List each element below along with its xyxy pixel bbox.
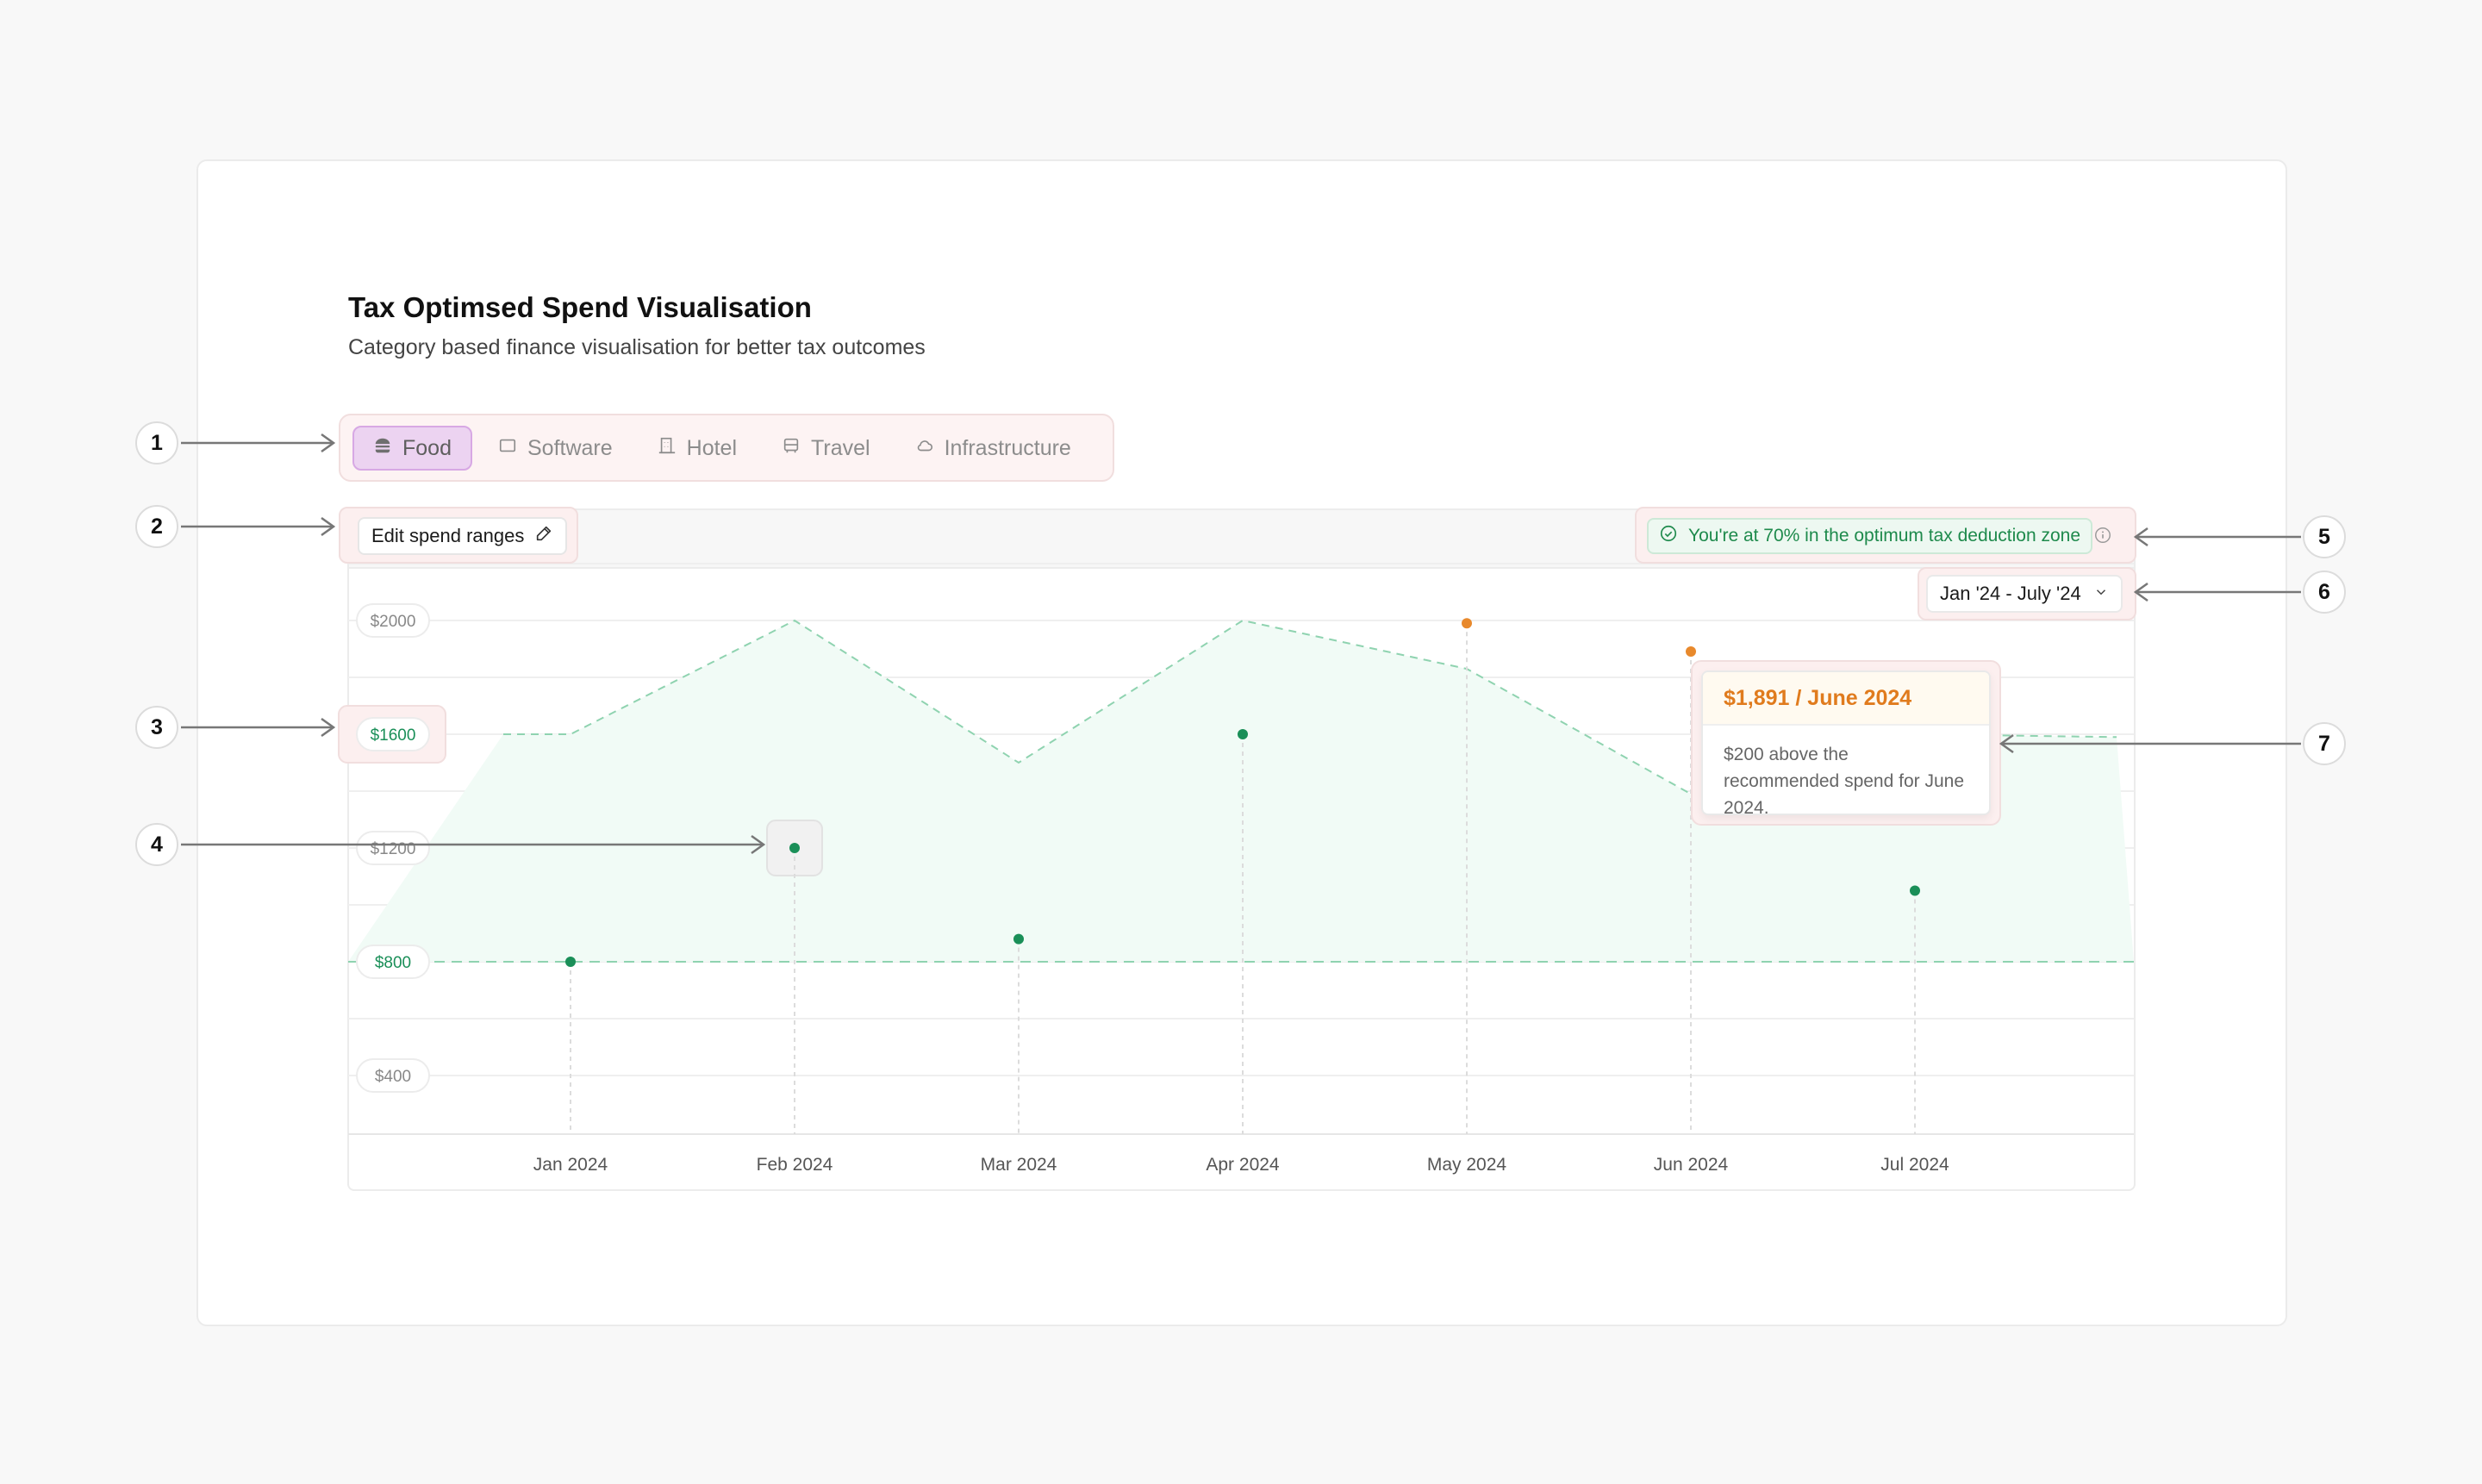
category-tabs-highlight: Food Software Hotel Travel Infrastructur…: [339, 414, 1114, 482]
y-tick-pill: [356, 831, 430, 865]
x-tick-label: Jun 2024: [1654, 1155, 1729, 1175]
tax-zone-status: You're at 70% in the optimum tax deducti…: [1647, 518, 2093, 554]
y-tick-pill: [356, 717, 430, 751]
date-range-select[interactable]: Jan '24 - July '24: [1926, 575, 2123, 613]
data-point: [1462, 618, 1472, 629]
info-icon[interactable]: [2093, 526, 2112, 545]
tax-zone-highlight: You're at 70% in the optimum tax deducti…: [1635, 507, 2136, 564]
callout-1: 1: [135, 421, 178, 465]
tooltip-highlight: $1,891 / June 2024 $200 above the recomm…: [1691, 660, 2001, 826]
callout-arrow-head: [321, 433, 336, 453]
tab-infrastructure[interactable]: Infrastructure: [896, 426, 1090, 471]
callout-arrow-head: [321, 516, 336, 537]
edit-ranges-highlight: Edit spend ranges: [339, 507, 578, 564]
callout-arrow-head: [751, 834, 766, 855]
callout-4: 4: [135, 823, 178, 866]
tab-software[interactable]: Software: [479, 426, 632, 471]
page-title: Tax Optimsed Spend Visualisation: [348, 291, 812, 323]
date-range-label: Jan '24 - July '24: [1940, 583, 2081, 604]
edit-spend-ranges-label: Edit spend ranges: [371, 525, 525, 546]
building-icon: [658, 436, 677, 461]
x-tick-label: Jul 2024: [1880, 1155, 1949, 1175]
tab-hotel[interactable]: Hotel: [639, 426, 756, 471]
check-circle-icon: [1659, 524, 1678, 548]
y-tick-label: $1600: [371, 726, 416, 745]
tab-hotel-label: Hotel: [686, 435, 738, 460]
data-point: [1013, 933, 1024, 945]
callout-arrow-head: [2133, 582, 2148, 602]
page-subtitle: Category based finance visualisation for…: [348, 335, 926, 359]
tab-infrastructure-label: Infrastructure: [944, 435, 1071, 460]
data-point: [789, 843, 800, 853]
chevron-down-icon: [2093, 583, 2109, 605]
callout-5: 5: [2303, 515, 2346, 558]
y-tick-pill: [356, 945, 430, 979]
tax-zone-text: You're at 70% in the optimum tax deducti…: [1688, 526, 2081, 546]
window-icon: [498, 436, 517, 461]
edit-spend-ranges-button[interactable]: Edit spend ranges: [358, 517, 568, 555]
tooltip-title: $1,891 / June 2024: [1703, 672, 1989, 726]
x-tick-label: Apr 2024: [1206, 1155, 1280, 1175]
tab-software-label: Software: [527, 435, 613, 460]
callout-6: 6: [2303, 571, 2346, 614]
data-point: [1910, 885, 1920, 896]
burger-icon: [373, 436, 392, 461]
callout-7: 7: [2303, 722, 2346, 765]
data-point: [1238, 729, 1248, 739]
tab-travel-label: Travel: [811, 435, 870, 460]
spend-tooltip: $1,891 / June 2024 $200 above the recomm…: [1701, 670, 1991, 815]
callout-3: 3: [135, 706, 178, 749]
x-tick-label: May 2024: [1427, 1155, 1507, 1175]
y-tick-pill: [356, 603, 430, 638]
data-point: [1686, 645, 1696, 657]
y-tick-label: $400: [375, 1068, 411, 1086]
x-tick-label: Jan 2024: [533, 1155, 608, 1175]
cloud-icon: [915, 436, 934, 461]
y-tick-label: $2000: [371, 613, 416, 631]
tooltip-body: $200 above the recommended spend for Jun…: [1724, 745, 1964, 815]
y-tick-pill: [356, 1058, 430, 1093]
tab-travel[interactable]: Travel: [763, 426, 889, 471]
pencil-icon: [534, 524, 553, 548]
category-tabs: Food Software Hotel Travel Infrastructur…: [352, 426, 1090, 471]
tab-food-label: Food: [402, 435, 452, 460]
callout-arrow-head: [2133, 527, 2148, 547]
x-tick-label: Mar 2024: [981, 1155, 1057, 1175]
date-range-highlight: Jan '24 - July '24: [1918, 567, 2136, 620]
callout-2: 2: [135, 505, 178, 548]
bus-icon: [782, 436, 801, 461]
x-tick-label: Feb 2024: [757, 1155, 833, 1175]
tab-food[interactable]: Food: [352, 426, 472, 471]
data-point: [565, 957, 576, 967]
callout-arrow-head: [321, 717, 336, 738]
y-tick-label: $800: [375, 954, 411, 972]
callout-arrow-head: [1999, 733, 2014, 754]
